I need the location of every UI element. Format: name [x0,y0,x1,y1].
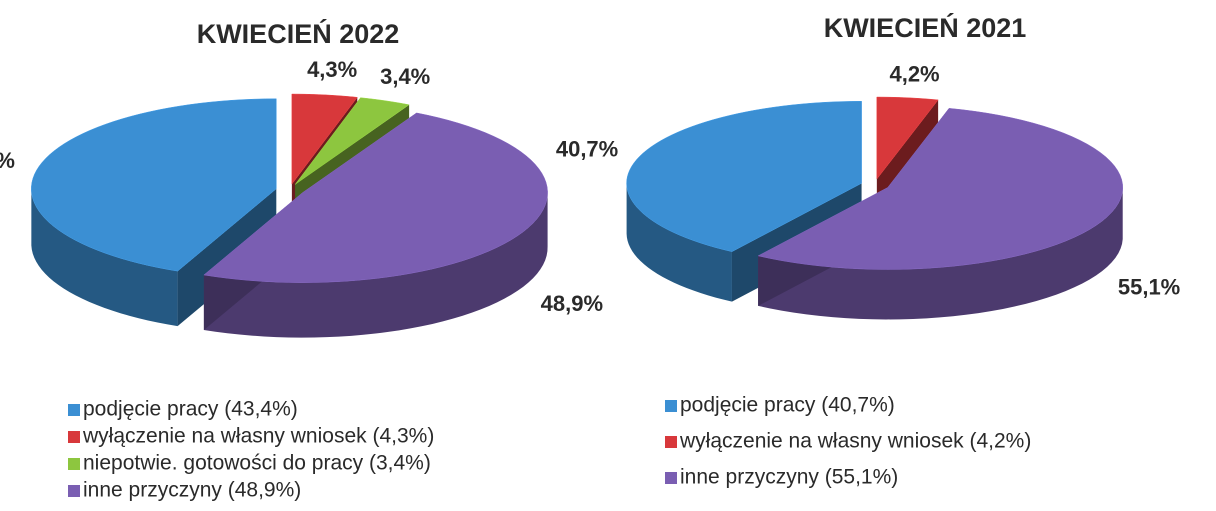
value-label: 48,9% [541,291,603,316]
legend-swatch [665,436,677,448]
legend-swatch [665,400,677,412]
legend-swatch [68,431,80,443]
legend-label: podjęcie pracy (40,7%) [680,394,895,417]
slice [203,112,548,283]
legend-label: wyłączenie na własny wniosek (4,2%) [679,430,1031,453]
value-label: 3,4% [380,64,430,89]
legend-label: inne przyczyny (48,9%) [83,479,301,502]
value-label: 4,2% [889,62,939,87]
slice [876,96,939,180]
chart: KWIECIEŃ 2022 43,4% 4,3% 3,4% 48,9% podjęcie … [0,18,603,501]
legend-label: wyłączenie na własny wniosek (4,3%) [82,425,434,448]
legend-swatch [68,485,80,497]
legend-label: podjęcie pracy (43,4%) [83,398,298,421]
value-label: 55,1% [1118,274,1180,299]
legend-label: niepotwie. gotowości do pracy (3,4%) [83,452,431,475]
legend-label: inne przyczyny (55,1%) [680,466,898,489]
legend-swatch [68,404,80,416]
slice [291,93,358,185]
slice-side [758,189,1123,320]
slice-side [626,183,732,302]
legend-swatch [68,458,80,470]
chart-title: KWIECIEŃ 2022 [197,18,400,49]
slice [294,97,410,185]
slice [757,108,1123,270]
value-label: 4,3% [307,57,357,82]
chart: KWIECIEŃ 2021 40,7% 4,2% 55,1% podjęcie prac… [556,12,1180,488]
slice-tops [626,96,1123,270]
chart-title: KWIECIEŃ 2021 [824,12,1027,43]
slice [626,101,862,252]
slice-side [203,191,548,338]
slice-tops [31,93,548,283]
slice-side [31,190,178,327]
value-label: 43,4% [0,148,15,173]
legend-swatch [665,472,677,484]
value-label: 40,7% [556,136,618,161]
slice [31,98,277,272]
